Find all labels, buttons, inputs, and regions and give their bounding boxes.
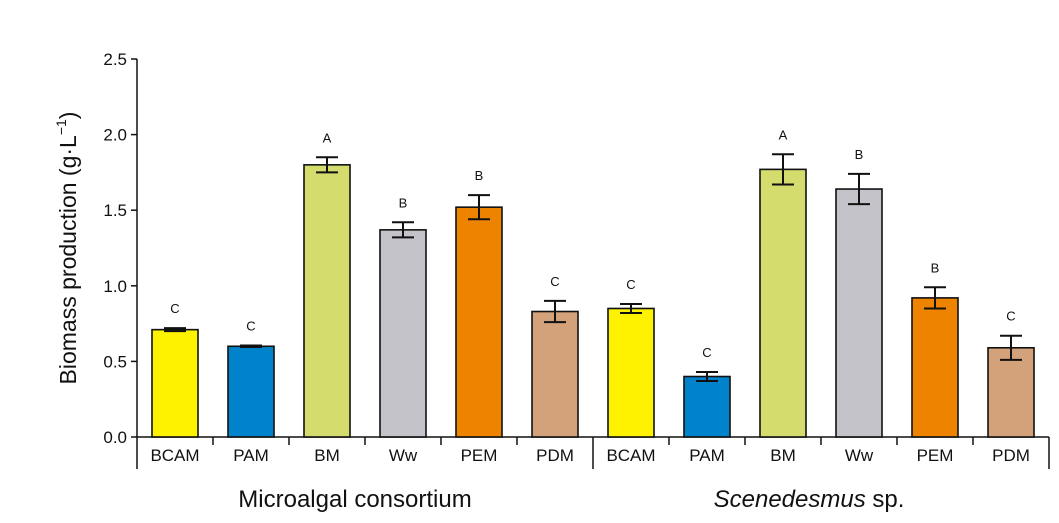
bar [151,328,199,438]
group-label: Microalgal consortium [238,486,471,513]
y-tick-label: 1.0 [103,277,127,296]
significance-label: C [550,274,559,289]
x-tick-label: PDM [536,446,574,465]
x-tick-label: BM [770,446,796,465]
y-tick-label: 0.0 [103,428,127,447]
bar [531,310,579,438]
x-tick-label: BM [314,446,340,465]
x-tick-label: PAM [689,446,725,465]
significance-label: C [626,277,635,292]
y-tick-label: 2.0 [103,126,127,145]
plot-area: 0.0 0.5 1.0 1.5 2.0 2.5 C BCAM C PAM A BM B Ww B PEM C PD… [103,50,1050,513]
group-label: Scenedesmus sp. [714,486,905,513]
bar [683,375,731,438]
x-tick-label: PAM [233,446,269,465]
bar [911,297,959,438]
significance-label: C [1006,309,1015,324]
significance-label: B [475,168,484,183]
significance-label: C [246,319,255,334]
bar [759,168,807,438]
bar [607,307,655,438]
bar [987,346,1035,438]
bar [303,164,351,438]
bar [379,229,427,438]
significance-label: A [779,127,788,142]
significance-label: A [323,130,332,145]
x-tick-label: Ww [389,446,418,465]
significance-label: C [702,345,711,360]
bar [835,188,883,438]
x-tick-label: BCAM [150,446,199,465]
x-tick-label: PEM [917,446,954,465]
y-tick-label: 2.5 [103,50,127,69]
significance-label: B [855,147,864,162]
significance-label: B [399,195,408,210]
bar [227,345,275,438]
x-tick-label: BCAM [606,446,655,465]
y-tick-label: 1.5 [103,201,127,220]
x-tick-label: PEM [461,446,498,465]
x-tick-label: Ww [845,446,874,465]
y-tick-label: 0.5 [103,352,127,371]
y-axis-label: Biomass production (g·L−1) [53,112,81,385]
bar [455,206,503,438]
significance-label: C [170,301,179,316]
significance-label: B [931,260,940,275]
x-tick-label: PDM [992,446,1030,465]
